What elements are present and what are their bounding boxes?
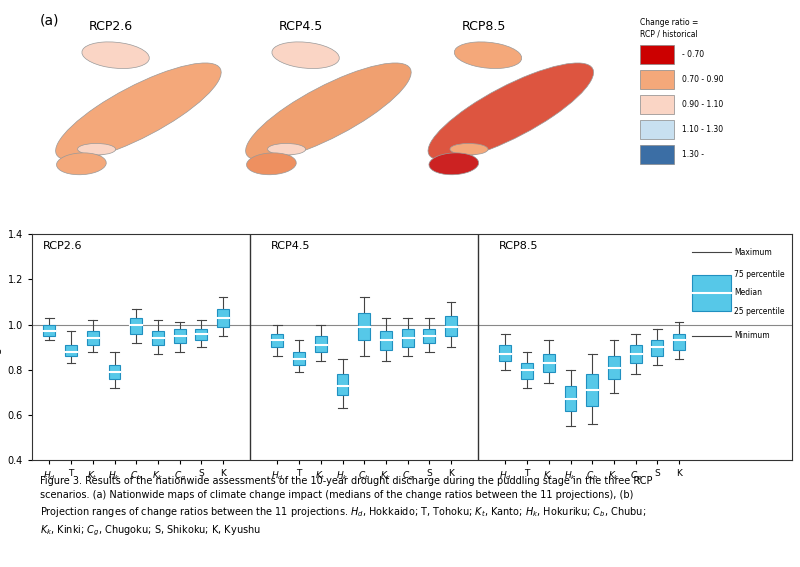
Bar [630,345,642,363]
Text: RCP4.5: RCP4.5 [279,20,323,33]
Ellipse shape [450,143,488,155]
Text: Minimum: Minimum [734,332,770,340]
Text: Median: Median [734,289,762,298]
Bar [640,120,674,139]
Bar [445,316,457,336]
Ellipse shape [56,63,221,160]
Bar [130,318,142,333]
Bar [109,365,121,379]
Bar [358,314,370,340]
Text: (a): (a) [40,14,59,27]
Text: Figure 3. Results of the nationwide assessments of the 10-year drought discharge: Figure 3. Results of the nationwide asse… [40,476,652,538]
Bar [423,329,435,342]
Text: RCP8.5: RCP8.5 [462,20,506,33]
Bar [152,332,164,345]
Ellipse shape [246,63,411,160]
Ellipse shape [267,143,306,155]
Bar [640,70,674,88]
Bar [293,352,305,365]
Bar [543,354,554,372]
Text: RCP8.5: RCP8.5 [499,241,538,251]
Text: 1.30 -: 1.30 - [682,150,704,159]
Text: RCP4.5: RCP4.5 [271,241,310,251]
Text: 25 percentile: 25 percentile [734,307,784,316]
Bar [337,374,349,395]
Bar [640,45,674,64]
Text: Change ratio =
RCP / historical: Change ratio = RCP / historical [640,18,698,39]
Text: RCP2.6: RCP2.6 [89,20,133,33]
Ellipse shape [272,42,339,69]
Bar [87,332,98,345]
Ellipse shape [57,153,106,175]
Bar [380,332,392,349]
Text: - 0.70: - 0.70 [682,50,704,58]
Text: 0.90 - 1.10: 0.90 - 1.10 [682,100,723,109]
Ellipse shape [428,63,594,160]
Bar [651,340,663,356]
Bar [640,95,674,113]
Bar [499,345,511,361]
Bar [565,386,577,411]
Bar [521,363,533,379]
Text: 75 percentile: 75 percentile [734,270,785,280]
Bar [271,333,283,347]
Ellipse shape [429,153,478,175]
Bar [65,345,77,356]
Bar [608,356,620,379]
Bar [640,145,674,164]
Ellipse shape [246,153,296,175]
Ellipse shape [82,42,150,69]
Text: Maximum: Maximum [734,248,771,257]
Y-axis label: Change ratio: Change ratio [0,311,2,383]
Bar [195,329,207,340]
Bar [692,275,731,311]
Bar [217,309,229,327]
Text: RCP2.6: RCP2.6 [43,241,82,251]
Bar [402,329,414,347]
Text: 0.70 - 0.90: 0.70 - 0.90 [682,75,723,84]
Bar [315,336,326,352]
Bar [174,329,186,342]
Bar [43,325,55,336]
Text: 1.10 - 1.30: 1.10 - 1.30 [682,125,723,134]
Bar [673,333,685,349]
Bar [586,374,598,406]
Ellipse shape [454,42,522,69]
Ellipse shape [78,143,116,155]
